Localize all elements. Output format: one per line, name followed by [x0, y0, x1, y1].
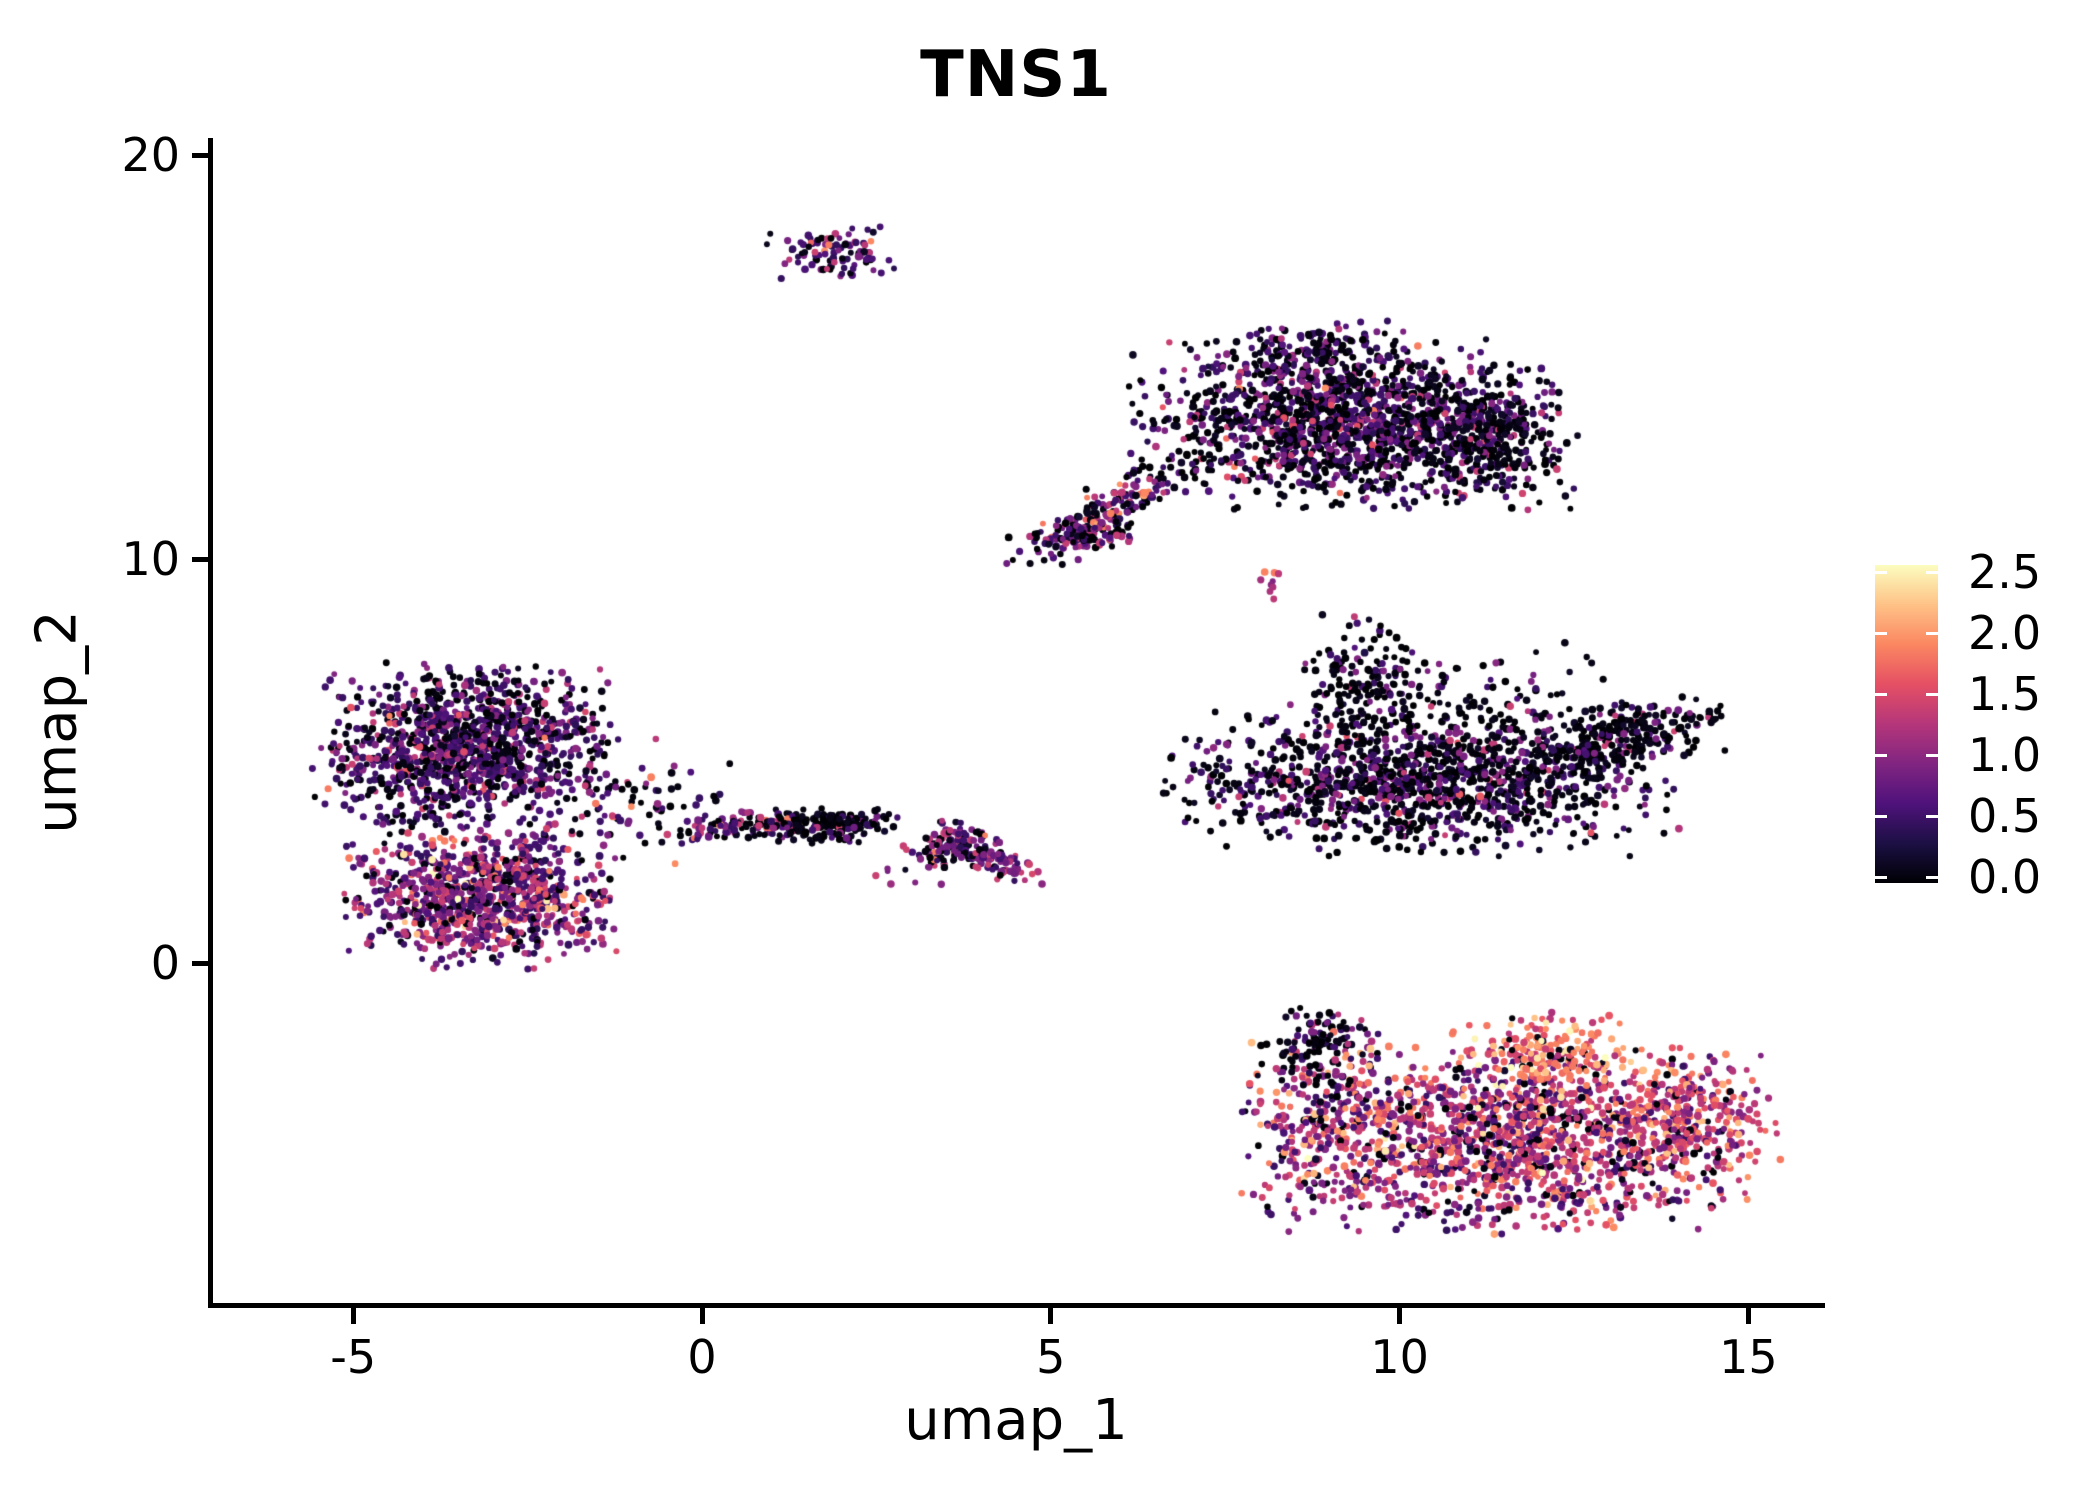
y-axis-line — [208, 138, 213, 1308]
colorbar-tick-mark — [1926, 875, 1938, 879]
x-axis-title: umap_1 — [904, 1388, 1128, 1453]
x-tick-mark — [1397, 1308, 1403, 1324]
colorbar-tick-mark — [1926, 753, 1938, 757]
plot-title: TNS1 — [920, 38, 1112, 112]
y-tick-label: 0 — [150, 936, 180, 990]
x-tick-label: 15 — [1719, 1330, 1778, 1384]
colorbar-tick-label: 2.0 — [1968, 606, 2042, 660]
x-tick-label: 5 — [1036, 1330, 1066, 1384]
colorbar-tick-mark — [1926, 692, 1938, 696]
colorbar-tick-label: 0.5 — [1968, 789, 2042, 843]
x-tick-label: 10 — [1370, 1330, 1429, 1384]
x-tick-label: 0 — [687, 1330, 717, 1384]
colorbar-tick-mark — [1926, 570, 1938, 574]
colorbar-tick-mark — [1926, 631, 1938, 635]
y-tick-mark — [192, 556, 208, 562]
y-tick-mark — [192, 960, 208, 966]
x-tick-mark — [1745, 1308, 1751, 1324]
x-tick-mark — [350, 1308, 356, 1324]
x-tick-label: -5 — [330, 1330, 377, 1384]
y-tick-mark — [192, 152, 208, 158]
colorbar-tick-label: 1.0 — [1968, 728, 2042, 782]
y-tick-label: 20 — [121, 128, 180, 182]
x-tick-mark — [699, 1308, 705, 1324]
y-axis-title: umap_2 — [24, 610, 90, 834]
x-axis-line — [208, 1303, 1825, 1308]
colorbar-tick-label: 2.5 — [1968, 545, 2042, 599]
colorbar-gradient — [1875, 565, 1938, 883]
colorbar-tick-mark — [1875, 570, 1887, 574]
colorbar-tick-mark — [1875, 875, 1887, 879]
colorbar-tick-mark — [1875, 753, 1887, 757]
colorbar-tick-label: 0.0 — [1968, 850, 2042, 904]
colorbar-tick-mark — [1875, 692, 1887, 696]
colorbar-tick-mark — [1875, 814, 1887, 818]
x-tick-mark — [1048, 1308, 1054, 1324]
colorbar-tick-mark — [1926, 814, 1938, 818]
y-tick-label: 10 — [121, 532, 180, 586]
colorbar-tick-mark — [1875, 631, 1887, 635]
colorbar-tick-label: 1.5 — [1968, 667, 2042, 721]
